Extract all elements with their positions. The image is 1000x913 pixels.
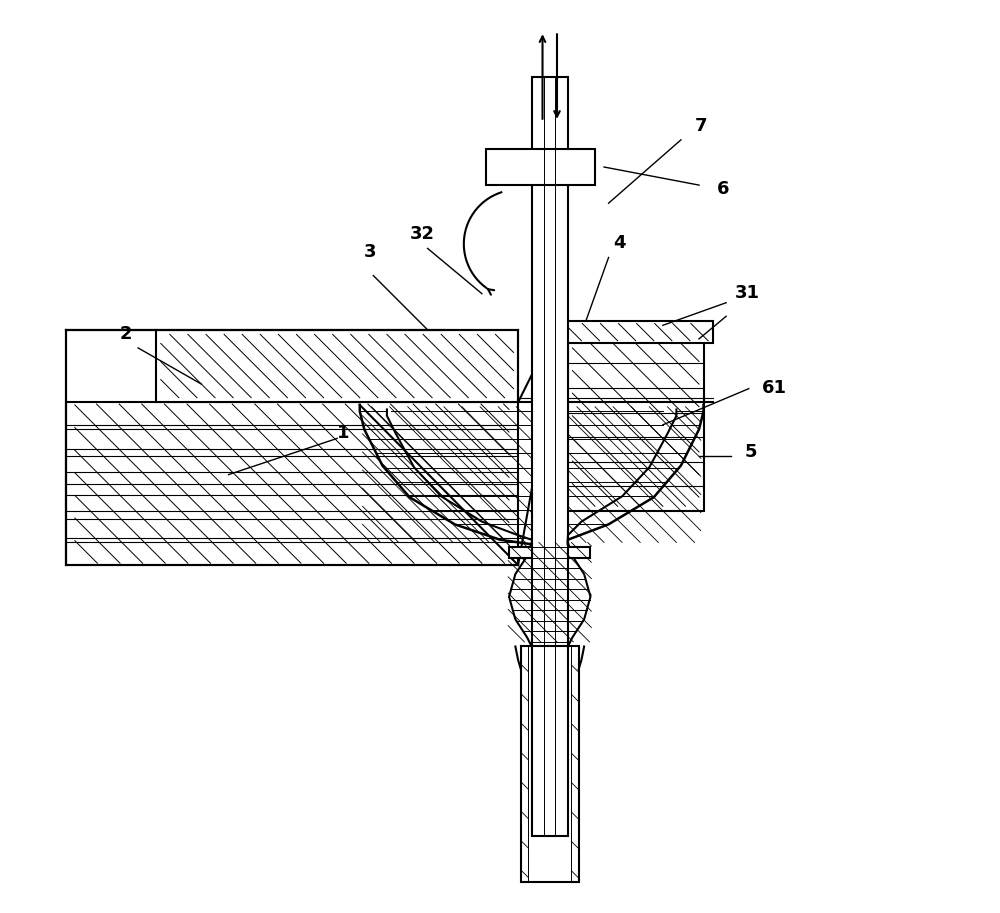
Text: 32: 32 (410, 226, 435, 244)
Bar (509, 547, 532, 558)
Bar (66, 403, 518, 565)
Text: 6: 6 (717, 180, 730, 198)
Bar (532, 77, 568, 836)
Bar (568, 339, 704, 510)
Bar (568, 547, 590, 558)
Text: 31: 31 (735, 284, 760, 302)
Text: 7: 7 (695, 117, 707, 135)
Bar (559, 320, 713, 343)
Text: 1: 1 (337, 425, 350, 443)
Bar (521, 646, 579, 882)
Text: 61: 61 (762, 379, 787, 397)
Bar (156, 330, 518, 403)
Text: 4: 4 (613, 235, 626, 252)
Text: 5: 5 (744, 443, 757, 460)
Text: 2: 2 (120, 325, 133, 343)
Bar (486, 149, 595, 185)
Text: 3: 3 (364, 244, 377, 261)
